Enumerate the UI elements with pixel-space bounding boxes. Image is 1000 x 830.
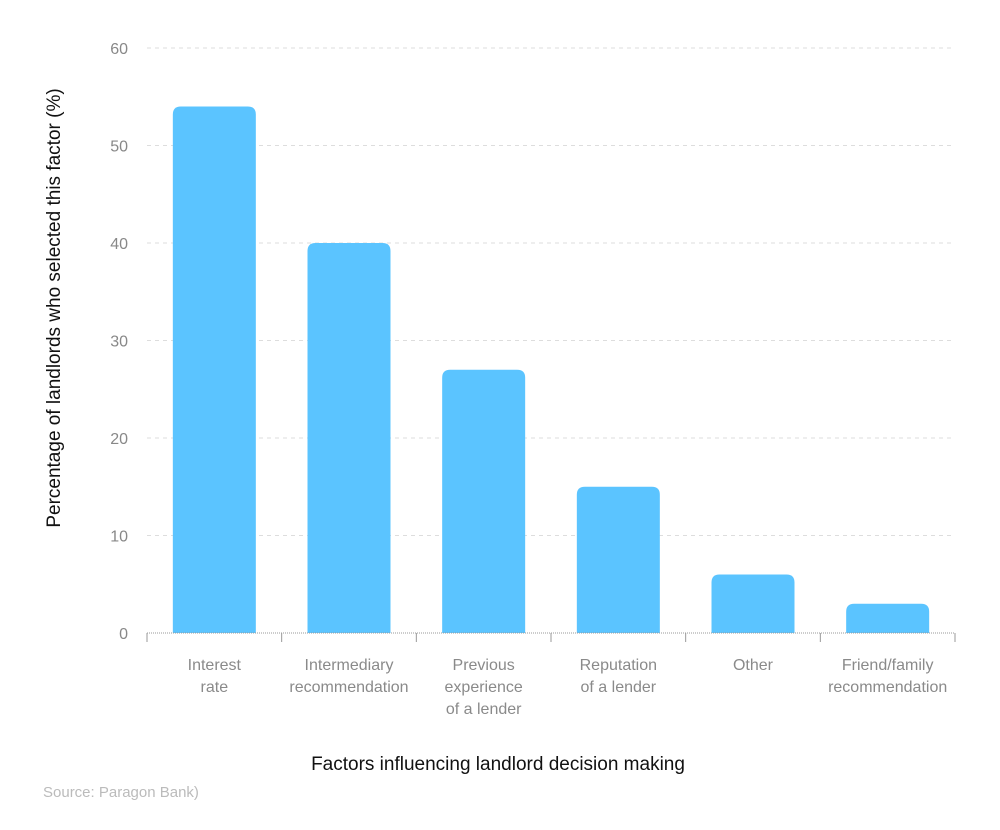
bar <box>307 243 391 633</box>
x-tick-label: recommendation <box>828 679 947 696</box>
x-tick-label: experience <box>445 679 523 696</box>
source-note: Source: Paragon Bank) <box>43 784 199 801</box>
y-tick-label: 40 <box>110 236 128 253</box>
x-tick-label: Previous <box>453 657 515 674</box>
y-tick-label: 50 <box>110 139 128 156</box>
x-tick-label: Other <box>733 657 774 674</box>
x-tick-label: of a lender <box>446 701 522 718</box>
y-tick-label: 10 <box>110 529 128 546</box>
y-axis-label: Percentage of landlords who selected thi… <box>44 88 65 527</box>
y-tick-label: 60 <box>110 41 128 58</box>
x-tick-label: Reputation <box>580 657 657 674</box>
y-tick-label: 0 <box>119 626 128 643</box>
bar <box>172 106 256 633</box>
bar <box>442 369 526 633</box>
x-axis-label: Factors influencing landlord decision ma… <box>311 754 685 775</box>
y-tick-label: 30 <box>110 334 128 351</box>
x-tick-label: rate <box>201 679 229 696</box>
bar <box>576 486 660 633</box>
x-tick-label: Interest <box>188 657 242 674</box>
x-tick-label: recommendation <box>289 679 408 696</box>
x-tick-label: of a lender <box>581 679 657 696</box>
y-tick-label: 20 <box>110 431 128 448</box>
bar <box>846 603 930 633</box>
x-tick-label: Intermediary <box>305 657 394 674</box>
bar <box>711 574 795 633</box>
x-tick-label: Friend/family <box>842 657 934 674</box>
